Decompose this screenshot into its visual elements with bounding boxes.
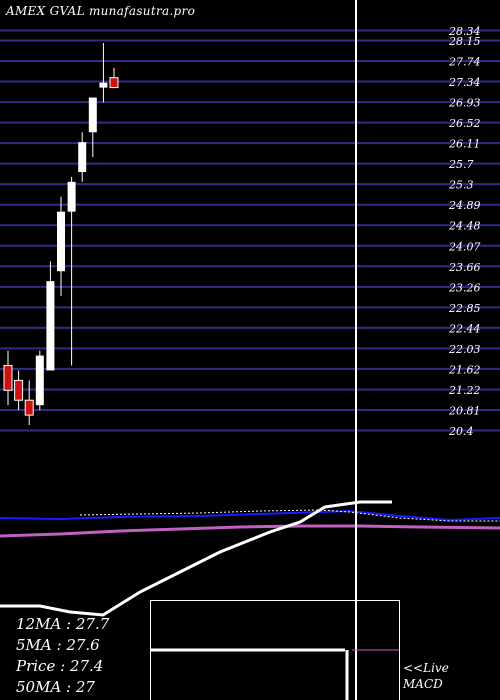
y-tick-label: 22.44 xyxy=(448,322,481,335)
candle-body-up xyxy=(88,97,97,133)
candle xyxy=(46,261,55,371)
candle-body-up xyxy=(46,281,55,371)
candle-body-up xyxy=(67,181,76,212)
y-tick-label: 25.7 xyxy=(448,158,474,171)
ma50-value: 50MA : 27 xyxy=(16,678,95,696)
macd-panel xyxy=(150,600,400,700)
candle-body-down xyxy=(3,364,13,391)
y-tick-label: 28.15 xyxy=(448,35,481,48)
ma-magenta-line xyxy=(0,524,500,538)
price-value: Price : 27.4 xyxy=(16,657,104,675)
candle xyxy=(109,67,119,89)
macd-line xyxy=(0,500,392,617)
candle xyxy=(99,42,108,103)
y-tick-label: 28.34 xyxy=(448,25,481,38)
candle xyxy=(24,380,34,426)
y-tick-label: 24.89 xyxy=(448,199,481,212)
candle xyxy=(3,350,13,406)
y-tick-label: 20.81 xyxy=(448,404,481,417)
y-tick-label: 27.34 xyxy=(448,76,481,89)
chart-title: AMEX GVAL munafasutra.pro xyxy=(6,4,196,18)
macd-panel-lines xyxy=(150,648,400,700)
candle-body-up xyxy=(78,142,87,172)
live-macd-link[interactable]: <<Live xyxy=(403,661,449,675)
candle xyxy=(88,97,97,158)
candle xyxy=(67,176,76,366)
y-tick-label: 21.62 xyxy=(448,363,481,376)
y-tick-label: 24.07 xyxy=(448,240,481,253)
y-tick-label: 26.11 xyxy=(448,138,481,151)
y-tick-label: 24.48 xyxy=(448,220,481,233)
y-tick-label: 23.66 xyxy=(448,261,481,274)
candle xyxy=(35,350,44,411)
y-tick-label: 26.52 xyxy=(448,117,481,130)
y-tick-label: 26.93 xyxy=(448,97,481,110)
y-tick-label: 22.85 xyxy=(448,302,481,315)
macd-label[interactable]: <<Live MACD xyxy=(403,660,449,692)
y-tick-label: 20.4 xyxy=(448,425,474,438)
candles xyxy=(3,42,119,426)
candle-body-up xyxy=(35,355,44,406)
candle xyxy=(14,370,24,411)
candle xyxy=(78,132,87,182)
candle-body-down xyxy=(24,399,34,416)
moving-average-lines xyxy=(0,500,500,617)
macd-label-text: MACD xyxy=(403,677,443,691)
candle-body-up xyxy=(99,82,108,88)
candle xyxy=(57,196,65,297)
ma12-value: 12MA : 27.7 xyxy=(16,615,110,633)
y-tick-label: 21.22 xyxy=(448,384,481,397)
candle-body-down xyxy=(109,77,119,89)
y-tick-label: 25.3 xyxy=(448,179,474,192)
y-tick-label: 22.03 xyxy=(448,343,481,356)
y-tick-label: 23.26 xyxy=(448,281,481,294)
y-tick-label: 27.74 xyxy=(448,56,481,69)
candle-body-up xyxy=(57,211,65,272)
grid-lines xyxy=(0,29,500,432)
moving-average-summary: 12MA : 27.7 5MA : 27.6 Price : 27.4 50MA… xyxy=(16,614,109,698)
ma5-value: 5MA : 27.6 xyxy=(16,636,100,654)
ma-blue-line xyxy=(0,509,500,522)
candle-body-down xyxy=(14,379,24,401)
